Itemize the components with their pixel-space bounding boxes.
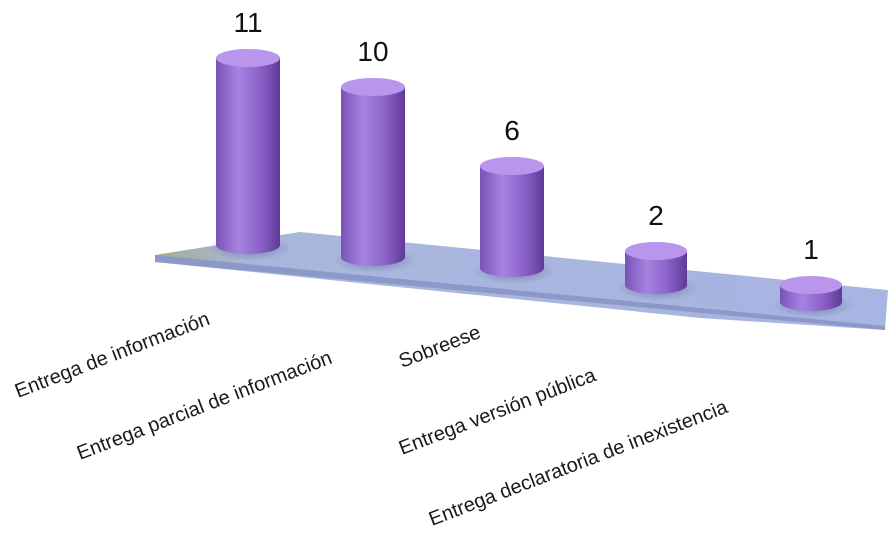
data-label: 6 [504, 115, 520, 146]
data-label: 2 [648, 200, 664, 231]
bar-top [480, 157, 544, 175]
bar-body [625, 251, 687, 294]
category-label: Entrega versión pública [396, 364, 600, 460]
category-label: Sobreese [396, 321, 484, 372]
bar [472, 157, 556, 284]
bar-body [216, 58, 280, 254]
bar-top [216, 49, 280, 67]
chart-floor-front-edge [155, 255, 885, 330]
bar-top [625, 242, 687, 260]
bar-body [341, 87, 405, 266]
bars-group [208, 49, 854, 318]
bar [617, 242, 699, 301]
data-label: 10 [357, 36, 388, 67]
data-label: 1 [803, 234, 819, 265]
bar-body [480, 166, 544, 277]
bar [333, 78, 417, 273]
bar-top [341, 78, 405, 96]
bar [208, 49, 292, 261]
bar-top [780, 276, 842, 294]
category-label: Entrega de información [12, 308, 213, 403]
value-labels-group: 11 10 6 2 1 [233, 7, 818, 265]
bar [772, 276, 854, 318]
data-label: 11 [233, 7, 262, 38]
